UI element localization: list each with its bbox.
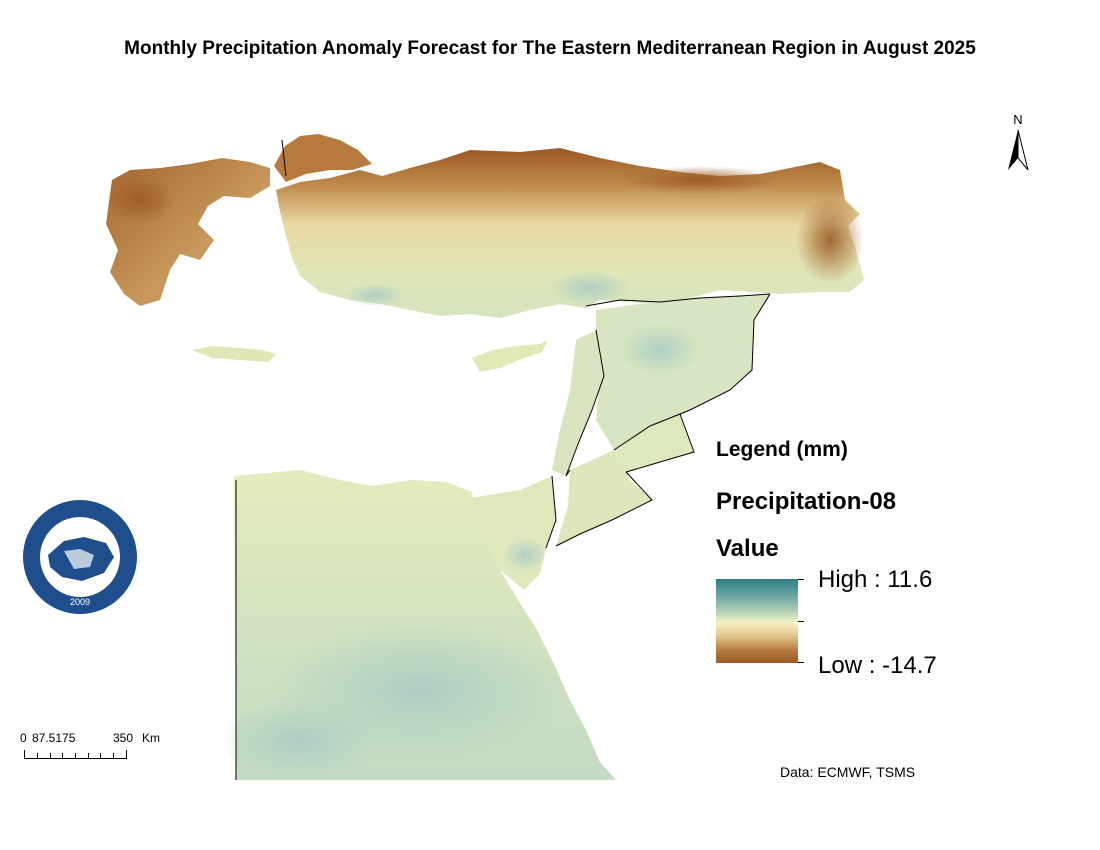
scale-unit: Km <box>142 731 160 745</box>
north-label: N <box>1013 112 1023 127</box>
legend-layer-name: Precipitation-08 <box>716 488 897 515</box>
crete-region <box>192 346 276 362</box>
anomaly-dry-spot <box>620 166 780 194</box>
logo-year: 2009 <box>70 597 90 607</box>
anomaly-dry-spot <box>106 176 174 224</box>
climate-centre-logo: 2009 <box>20 497 140 617</box>
jordan-region <box>556 450 652 546</box>
legend-field-name: Value <box>716 535 779 562</box>
thrace-region <box>274 134 372 182</box>
legend-high-label: High : 11.6 <box>818 566 933 593</box>
anomaly-wet-spot <box>503 537 547 573</box>
anomaly-wet-spot <box>550 270 630 306</box>
map-title: Monthly Precipitation Anomaly Forecast f… <box>124 38 976 59</box>
scale-bar <box>24 750 127 759</box>
scale-tick-0: 0 <box>20 731 27 745</box>
anomaly-dry-spot <box>796 196 864 284</box>
anomaly-wet-spot <box>620 324 700 376</box>
north-arrow-icon <box>1008 129 1029 171</box>
legend-tick-high <box>798 579 804 580</box>
anomaly-wet-spot <box>220 700 380 780</box>
legend-low-label: Low : -14.7 <box>818 652 937 679</box>
data-credit: Data: ECMWF, TSMS <box>780 764 916 780</box>
north-arrow: N <box>1004 112 1032 174</box>
legend-color-ramp <box>716 579 798 663</box>
legend-tick-low <box>798 662 804 663</box>
legend-tick-mid <box>798 621 804 622</box>
scale-tick-2: 350 <box>113 731 134 745</box>
scale-tick-1: 87.5175 <box>32 731 76 745</box>
legend-heading: Legend (mm) <box>716 438 848 461</box>
country-borders <box>235 139 771 780</box>
anomaly-wet-spot <box>345 283 405 307</box>
levant-coast-region <box>552 330 604 476</box>
cyprus-region <box>472 340 548 372</box>
